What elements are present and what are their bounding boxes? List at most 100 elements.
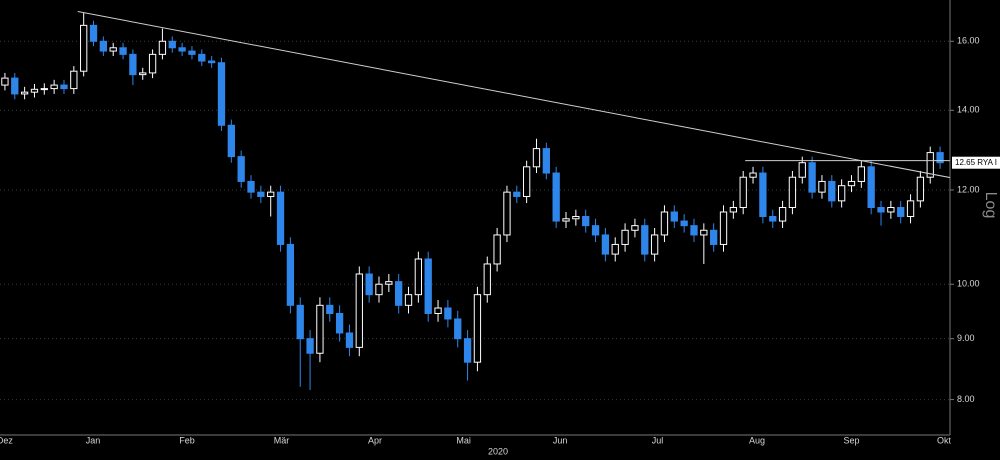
candle-body: [1, 77, 9, 86]
candle-body: [129, 53, 137, 76]
x-tick-label: Jan: [86, 435, 101, 445]
candle-body: [788, 176, 797, 209]
candle-body: [375, 283, 383, 296]
candle-body: [601, 234, 610, 255]
candle-body: [434, 307, 442, 314]
trend-line: [77, 10, 950, 179]
y-tick-label: 14.00: [957, 105, 980, 115]
plot-area: [1, 10, 950, 390]
candle-body: [257, 191, 265, 197]
candle-body: [513, 191, 521, 197]
candle-body: [837, 185, 846, 202]
candle-body: [916, 176, 925, 202]
x-tick-label: Okt: [937, 435, 952, 445]
last-price-label: 12.65 RYA I: [955, 158, 997, 167]
candle-body: [670, 211, 678, 222]
candle-body: [847, 180, 856, 187]
candle-body: [808, 162, 816, 193]
candle-body: [316, 304, 324, 354]
candle-body: [739, 176, 747, 209]
candle-body: [247, 180, 255, 193]
candle-body: [326, 304, 334, 314]
candle-body: [857, 166, 865, 182]
candle-body: [198, 53, 206, 62]
candle-body: [660, 211, 669, 236]
candle-body: [877, 207, 885, 213]
candle-body: [818, 180, 826, 193]
candle-body: [355, 273, 363, 348]
y-tick-label: 10.00: [957, 279, 980, 289]
y-tick-label: 8.00: [957, 394, 975, 404]
candle-body: [345, 332, 354, 348]
candle-body: [50, 84, 58, 90]
candle-body: [109, 47, 117, 52]
candle-body: [306, 338, 314, 354]
candle-body: [178, 47, 186, 52]
candle-body: [798, 162, 806, 178]
candle-body: [483, 263, 491, 296]
x-tick-label: Feb: [179, 435, 195, 445]
candle-body: [522, 166, 531, 197]
candle-body: [89, 24, 98, 42]
candle-body: [572, 215, 580, 220]
candle-body: [552, 172, 560, 222]
last-price-box: [952, 156, 1000, 169]
candle-body: [867, 166, 875, 209]
candle-body: [296, 304, 304, 340]
x-tick-label: Jun: [553, 435, 568, 445]
x-tick-label: Dez: [0, 435, 13, 445]
y-tick-label: 9.00: [957, 333, 975, 343]
candle-body: [621, 229, 629, 245]
candle-body: [454, 318, 462, 340]
candle-body: [217, 62, 226, 126]
candle-body: [473, 294, 482, 363]
candle-body: [139, 72, 147, 76]
candle-body: [749, 172, 757, 178]
candle-body: [463, 338, 472, 363]
candle-body: [641, 225, 649, 255]
candle-body: [60, 84, 68, 90]
candle-body: [335, 312, 344, 334]
candle-body: [778, 207, 787, 222]
candle-body: [591, 225, 600, 236]
candle-body: [690, 225, 698, 236]
candle-body: [385, 281, 393, 285]
candle-body: [188, 50, 196, 55]
candle-body: [759, 172, 767, 217]
candle-body: [700, 229, 708, 236]
x-tick-label: Apr: [368, 435, 382, 445]
candle-body: [404, 294, 413, 306]
candle-body: [267, 191, 275, 197]
year-label: 2020: [488, 446, 508, 456]
candle-body: [80, 24, 88, 72]
y-tick-label: 12.00: [957, 184, 980, 194]
x-tick-label: Sep: [843, 435, 859, 445]
x-tick-label: Mär: [274, 435, 290, 445]
candle-body: [562, 218, 570, 222]
candle-body: [237, 156, 245, 182]
candle-body: [936, 152, 944, 164]
candle-body: [70, 70, 78, 90]
candle-body: [30, 88, 39, 93]
x-tick-label: Jul: [652, 435, 664, 445]
candle-body: [542, 148, 550, 174]
candle-body: [424, 258, 432, 314]
candle-body: [887, 207, 895, 213]
candle-body: [11, 77, 19, 95]
candle-body: [926, 152, 934, 178]
candle-body: [227, 124, 235, 158]
candle-body: [99, 40, 108, 52]
candle-body: [207, 60, 216, 64]
candle-body: [148, 53, 157, 74]
candle-body: [828, 180, 836, 202]
candle-body: [503, 191, 511, 236]
candle-body: [611, 243, 619, 255]
candle-body: [158, 40, 167, 55]
candle-body: [769, 215, 777, 222]
candle-body: [365, 273, 373, 296]
y-tick-label: 16.00: [957, 36, 980, 46]
candle-body: [444, 307, 452, 320]
x-tick-label: Aug: [749, 435, 765, 445]
